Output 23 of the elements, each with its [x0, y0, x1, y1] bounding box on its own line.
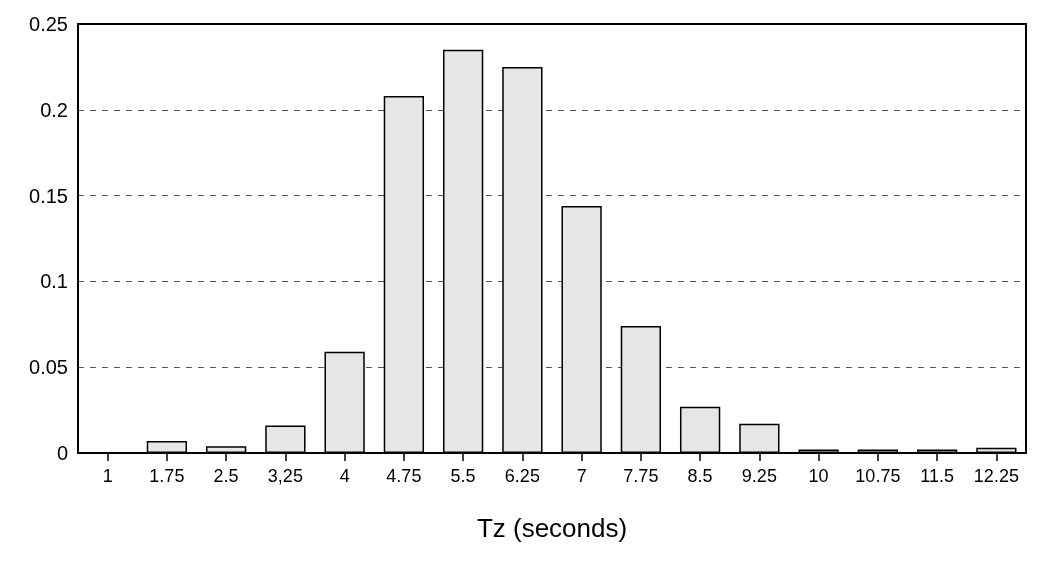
x-tick-label: 1 [102, 466, 113, 486]
x-tick-label: 9.25 [741, 466, 777, 486]
x-tick-label: 11.5 [920, 466, 954, 486]
y-tick-label: 0.25 [29, 13, 68, 35]
x-tick-label: 4.75 [386, 466, 422, 486]
y-tick-label: 0.1 [40, 270, 68, 293]
x-tick-label: 3,25 [267, 466, 303, 486]
x-tick-label: 10.75 [855, 466, 901, 486]
x-tick-label: 12.25 [973, 466, 1019, 486]
x-tick-label: 6.25 [504, 466, 540, 486]
x-tick-label: 5.5 [450, 466, 476, 486]
x-tick-label: 1.75 [149, 466, 185, 486]
y-tick-label: 0.2 [40, 98, 68, 121]
x-tick-label: 10 [808, 466, 829, 486]
y-tick-label: 0 [56, 442, 68, 464]
y-tick-label: 0.15 [29, 184, 68, 207]
x-tick-label: 7.75 [623, 466, 659, 486]
x-tick-label: 8.5 [687, 466, 713, 486]
x-axis-title: Tz (seconds) [476, 513, 628, 543]
x-tick-label: 7 [576, 466, 587, 486]
y-tick-label: 0.05 [29, 356, 68, 379]
x-tick-label: 4 [339, 466, 350, 486]
x-tick-label: 2.5 [213, 466, 239, 486]
